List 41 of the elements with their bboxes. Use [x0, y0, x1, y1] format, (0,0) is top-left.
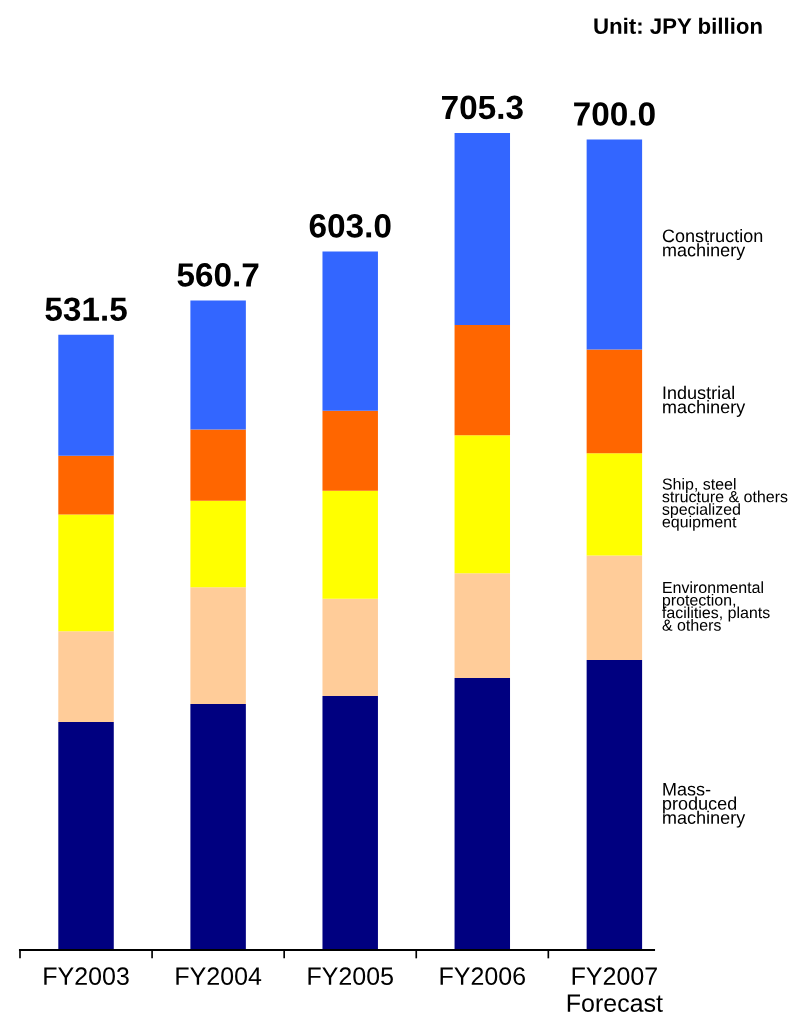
bar: [586, 659, 643, 950]
series-label: Construction machinery: [662, 229, 763, 261]
annotation: 705.3: [442, 95, 523, 120]
bar: [586, 139, 643, 350]
bar: [322, 695, 378, 950]
bar: [586, 555, 643, 660]
bar: [454, 133, 511, 325]
series-label: Industrial machinery: [663, 385, 746, 417]
bar: [454, 573, 511, 678]
annotation: 560.7: [177, 263, 259, 287]
bar: [586, 349, 643, 454]
bar: [58, 334, 114, 456]
annotation: 603.0: [309, 214, 391, 238]
bar: [322, 490, 378, 599]
bar: [58, 514, 114, 632]
bar: [190, 300, 246, 430]
x-tick-label: FY2005: [308, 967, 393, 986]
series-label: Ship, steel structure & others specialized equipment: [662, 478, 788, 531]
series-label: Mass- produced machinery: [663, 783, 746, 828]
bar: [322, 598, 378, 696]
bar: [586, 453, 643, 556]
annotation: 700.0: [574, 102, 655, 126]
x-tick-label: FY2006: [440, 967, 525, 986]
bar: [322, 410, 378, 491]
x-tick-label: FY2007 Forecast: [567, 967, 663, 1012]
bar: [322, 251, 378, 411]
bar: [190, 704, 246, 950]
bar: [454, 325, 511, 436]
series-label: Environmental protection, facilities, plants & others: [662, 581, 770, 631]
bar: [58, 455, 114, 515]
annotation: 531.5: [45, 297, 127, 322]
bar: [190, 587, 246, 705]
x-tick-label: FY2003: [44, 967, 129, 986]
bar: [454, 435, 511, 574]
bar: [190, 429, 246, 501]
bar: [58, 722, 114, 950]
bar: [190, 500, 246, 588]
text: Unit: JPY billion: [594, 17, 762, 34]
bar: [454, 677, 511, 950]
bar: [58, 631, 114, 723]
x-tick-label: FY2004: [176, 967, 262, 986]
